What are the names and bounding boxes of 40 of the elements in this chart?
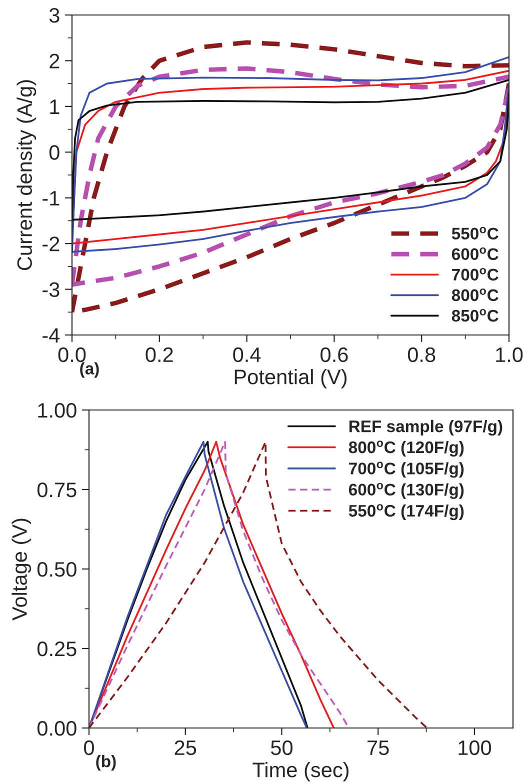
legend-label: 550$^{o}$C: [452, 226, 498, 240]
x-axis-title: Time (sec): [252, 762, 349, 782]
x-tick-label: 100: [458, 740, 492, 756]
y-tick-label: 0: [49, 145, 60, 160]
y-tick-label: 0.50: [37, 562, 76, 577]
legend-label: 700$^{o}$C (105F/g): [349, 462, 464, 478]
y-tick-label: -1: [42, 191, 60, 206]
legend-label: 800$^{o}$C: [452, 288, 498, 302]
text: (b): [96, 755, 116, 771]
x-tick-label: 0: [84, 740, 94, 756]
x-tick-label: 0.4: [233, 347, 261, 362]
legend-label: 600$^{o}$C: [452, 247, 498, 260]
x-tick-label: 50: [270, 740, 292, 756]
legend-label: REF sample (97F/g): [349, 420, 502, 436]
x-tick-label: 0.6: [320, 347, 348, 362]
y-tick-label: -3: [42, 282, 60, 298]
legend-label: 700$^{o}$C: [452, 268, 498, 281]
text: (a): [80, 362, 99, 378]
x-tick-label: 0.8: [408, 347, 436, 362]
legend-label: 550$^{o}$C (174F/g): [348, 504, 464, 520]
y-tick-label: -2: [42, 236, 60, 252]
legend-label: 800$^{o}$C (120F/g): [348, 440, 464, 457]
x-tick-label: 1.0: [496, 347, 523, 362]
y-tick-label: 0.25: [37, 642, 76, 656]
x-tick-label: 25: [174, 740, 196, 756]
y-tick-label: 0.75: [37, 482, 76, 498]
x-axis-title: Potential (V): [234, 369, 347, 388]
y-tick-label: 2: [50, 54, 60, 68]
y-axis-title: Current density (A/g): [16, 80, 36, 270]
y-tick-label: 1: [50, 100, 60, 114]
x-tick-label: 0.2: [146, 347, 173, 362]
y-tick-label: -4: [42, 328, 60, 343]
y-tick-label: 1.00: [38, 403, 76, 418]
y-axis-title: Voltage (V): [12, 518, 32, 620]
y-tick-label: 0.00: [37, 721, 76, 736]
y-tick-label: 3: [49, 8, 60, 23]
legend-label: 600$^{o}$C (130F/g): [348, 482, 464, 499]
legend-label: 850$^{o}$C: [452, 309, 498, 322]
x-tick-label: 0.0: [58, 347, 86, 362]
x-tick-label: 75: [368, 740, 389, 756]
